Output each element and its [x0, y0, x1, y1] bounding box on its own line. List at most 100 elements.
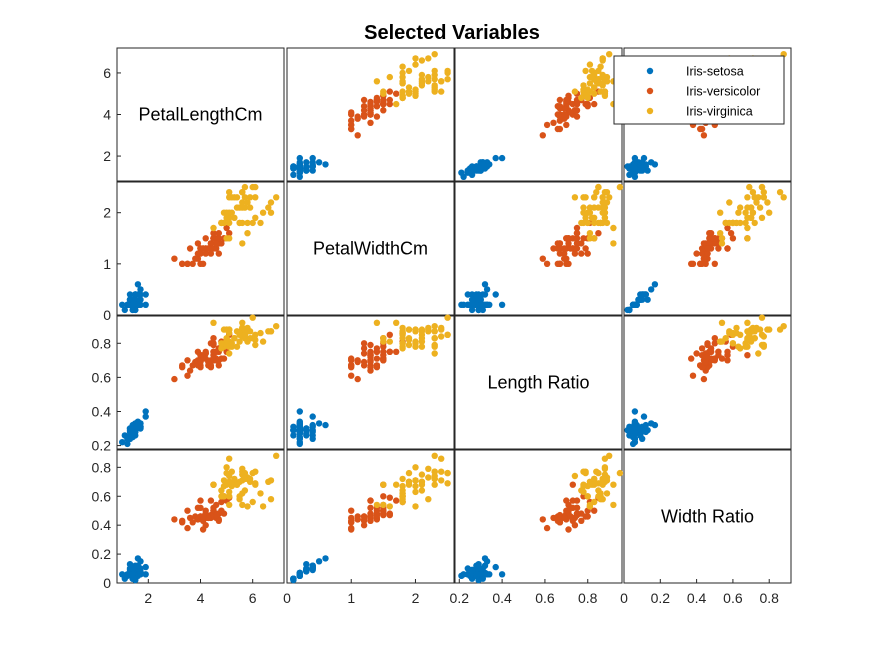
point-iris-virginica-30 [586, 230, 594, 237]
point-iris-setosa-46 [303, 165, 310, 172]
point-iris-virginica-34 [718, 235, 726, 242]
point-iris-virginica-34 [586, 501, 594, 509]
point-iris-virginica-41 [760, 189, 767, 196]
point-iris-versicolor-30 [184, 372, 191, 379]
point-iris-versicolor-31 [354, 358, 361, 366]
point-iris-versicolor-43 [360, 513, 368, 520]
legend-marker [646, 87, 654, 95]
panel-r2-c3 [454, 181, 624, 316]
point-iris-virginica-36 [252, 194, 259, 201]
point-iris-versicolor-38 [367, 497, 374, 504]
point-iris-virginica-50 [399, 329, 406, 337]
point-iris-versicolor-27 [218, 240, 225, 247]
point-iris-setosa-17 [309, 435, 316, 442]
series-iris-setosa [624, 281, 659, 314]
point-iris-virginica-23 [599, 55, 606, 62]
point-iris-virginica-47 [405, 341, 413, 349]
point-iris-virginica-30 [244, 338, 251, 345]
point-iris-virginica-47 [758, 214, 766, 221]
point-iris-virginica-49 [431, 328, 438, 335]
point-iris-virginica-37 [239, 324, 246, 332]
point-iris-virginica-38 [399, 80, 406, 87]
point-iris-virginica-18 [425, 496, 432, 503]
point-iris-virginica-10 [444, 480, 451, 487]
point-iris-virginica-48 [228, 482, 235, 490]
point-iris-virginica-44 [599, 71, 606, 79]
point-iris-virginica-32 [412, 61, 419, 68]
point-iris-versicolor-30 [348, 524, 355, 532]
point-iris-virginica-43 [601, 214, 609, 221]
point-iris-virginica-5 [244, 199, 251, 206]
point-iris-setosa-50 [296, 165, 303, 172]
point-iris-versicolor-36 [386, 100, 393, 108]
point-iris-virginica-27 [399, 487, 406, 494]
point-iris-virginica-34 [380, 501, 387, 509]
point-iris-virginica-42 [431, 350, 438, 357]
point-iris-setosa-24 [648, 286, 655, 293]
point-iris-versicolor-49 [354, 516, 361, 523]
point-iris-setosa-44 [134, 281, 142, 288]
panel-r1-c1: PetalLengthCm 2 4 6 [103, 47, 285, 182]
point-iris-versicolor-18 [688, 355, 695, 362]
point-iris-setosa-25 [498, 154, 506, 162]
point-iris-virginica-46 [431, 343, 438, 350]
point-iris-virginica-35 [239, 501, 246, 509]
point-iris-virginica-45 [595, 469, 602, 477]
point-iris-virginica-15 [438, 88, 445, 95]
point-iris-virginica-4 [603, 490, 611, 497]
point-iris-virginica-43 [405, 326, 413, 333]
point-iris-versicolor-35 [210, 235, 217, 242]
point-iris-versicolor-44 [348, 517, 355, 524]
point-iris-setosa-50 [473, 301, 480, 308]
point-iris-virginica-23 [412, 55, 419, 62]
diagonal-label-length-ratio: Length Ratio [487, 373, 589, 393]
point-iris-virginica-48 [584, 209, 591, 216]
point-iris-virginica-22 [220, 209, 228, 216]
point-iris-versicolor-12 [202, 235, 209, 242]
series-iris-versicolor [539, 481, 602, 533]
point-iris-virginica-30 [386, 503, 393, 510]
x-tick-label: 4 [197, 590, 205, 606]
point-iris-virginica-48 [742, 209, 749, 216]
y-tick-label: 0.6 [92, 369, 112, 385]
point-iris-versicolor-38 [724, 245, 731, 252]
point-iris-virginica-36 [252, 341, 259, 349]
x-tick-label: 0 [283, 590, 291, 606]
point-iris-setosa-41 [468, 566, 476, 574]
point-iris-versicolor-7 [215, 230, 222, 237]
point-iris-versicolor-43 [197, 358, 204, 366]
point-iris-setosa-46 [639, 427, 646, 434]
point-iris-versicolor-48 [205, 358, 212, 366]
y-tick-label: 6 [103, 65, 111, 81]
point-iris-versicolor-6 [582, 245, 589, 252]
point-iris-virginica-35 [718, 240, 726, 247]
point-iris-virginica-27 [737, 219, 744, 227]
point-iris-setosa-17 [464, 291, 471, 298]
point-iris-versicolor-50 [367, 109, 374, 116]
point-iris-setosa-46 [303, 565, 310, 572]
point-iris-setosa-50 [129, 428, 136, 436]
x-tick-label: 6 [249, 590, 257, 606]
point-iris-virginica-19 [606, 51, 613, 58]
point-iris-virginica-36 [582, 67, 589, 75]
x-tick-label: 0.2 [450, 590, 470, 606]
point-iris-virginica-19 [273, 194, 280, 201]
point-iris-virginica-16 [231, 335, 238, 342]
point-iris-versicolor-30 [348, 372, 355, 379]
point-iris-versicolor-50 [704, 353, 711, 361]
point-iris-setosa-44 [651, 161, 659, 168]
point-iris-versicolor-35 [210, 335, 217, 342]
point-iris-virginica-48 [412, 482, 419, 490]
point-iris-virginica-50 [226, 493, 233, 500]
point-iris-versicolor-50 [199, 513, 207, 520]
point-iris-versicolor-43 [561, 111, 568, 118]
series-iris-virginica [571, 183, 624, 247]
point-iris-virginica-44 [751, 194, 758, 201]
point-iris-virginica-35 [373, 501, 381, 509]
point-iris-versicolor-18 [348, 109, 355, 116]
point-iris-virginica-24 [742, 219, 749, 227]
point-iris-versicolor-49 [700, 375, 708, 383]
point-iris-virginica-49 [233, 194, 241, 201]
point-iris-virginica-37 [438, 324, 445, 332]
point-iris-virginica-42 [755, 350, 762, 357]
